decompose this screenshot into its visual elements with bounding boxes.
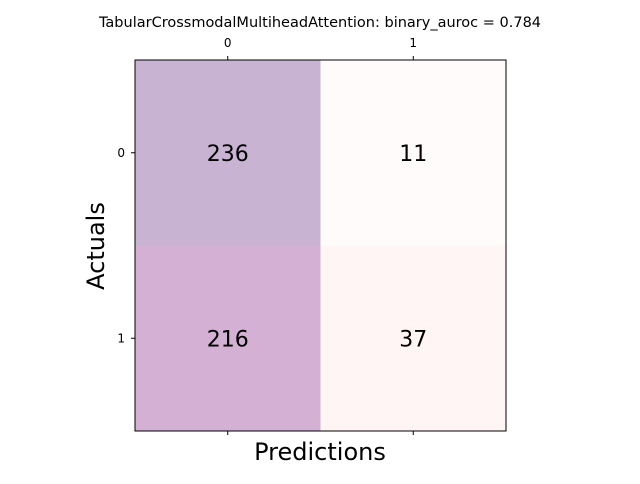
heatmap-cell-r0-c0 — [135, 60, 321, 246]
x-tick-label-1: 1 — [409, 36, 417, 50]
y-axis-ticks: 01 — [117, 146, 135, 345]
y-tick-label-1: 1 — [117, 331, 125, 345]
cell-value-r1-c1: 37 — [399, 327, 427, 352]
heatmap-cell-r0-c1 — [320, 60, 506, 246]
cell-value-labels: 236 11 216 37 — [207, 142, 428, 353]
heatmap-cells — [135, 60, 506, 431]
chart-title: TabularCrossmodalMultiheadAttention: bin… — [98, 15, 541, 31]
y-axis-label: Actuals — [82, 202, 110, 290]
cell-value-r0-c1: 11 — [399, 142, 427, 167]
plot-frame — [134, 59, 507, 432]
heatmap-cell-r1-c1 — [320, 245, 506, 431]
cell-value-r0-c0: 236 — [207, 142, 249, 167]
heatmap-cell-r1-c0 — [135, 245, 321, 431]
cell-value-r1-c0: 216 — [207, 327, 249, 352]
y-tick-label-0: 0 — [117, 146, 125, 160]
x-tick-label-0: 0 — [224, 36, 232, 50]
x-axis-label: Predictions — [254, 438, 386, 466]
